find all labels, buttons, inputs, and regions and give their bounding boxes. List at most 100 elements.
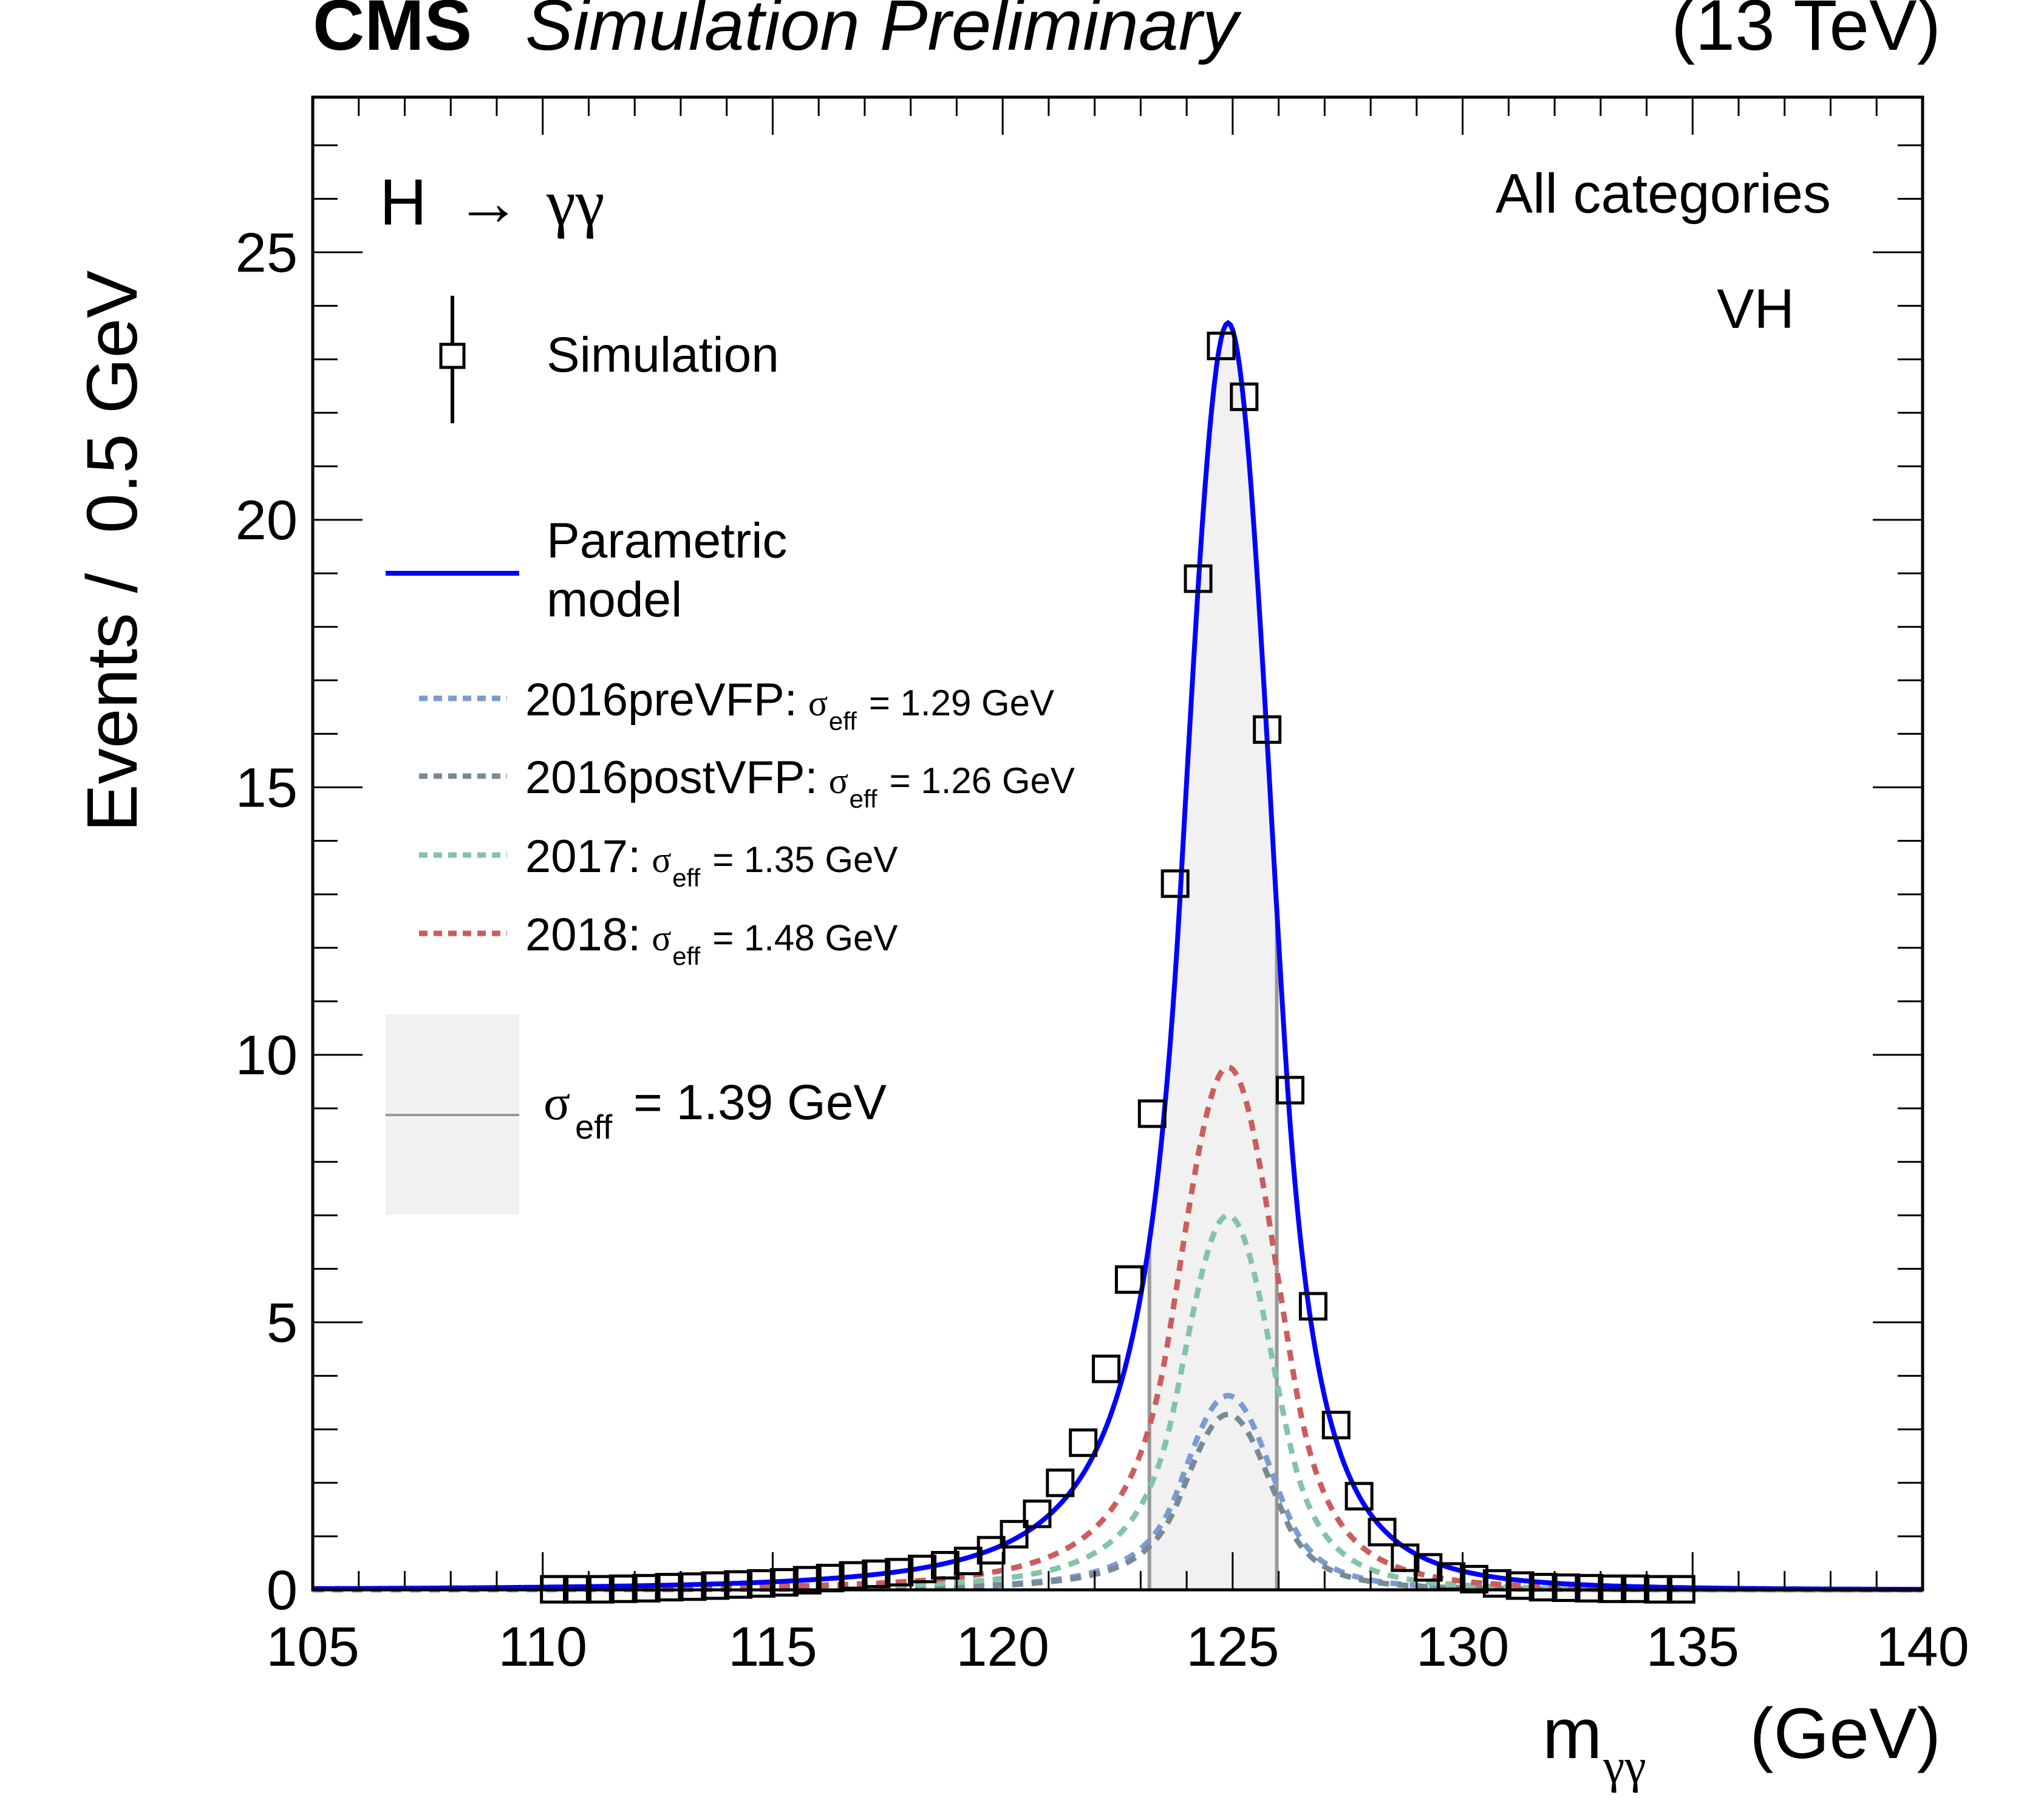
legend-sigma-value: = 1.29 GeV [869, 683, 1054, 723]
process-arrow: → [455, 165, 521, 239]
x-tick-label: 110 [498, 1616, 587, 1678]
axes: 105 110 115 120 125 130 135 140 0 5 10 15 20 25 [236, 97, 1969, 1678]
legend-sigma-sub: eff [829, 707, 857, 735]
legend-sigma-symbol: σ [829, 761, 848, 801]
legend-sigma-value: = 1.48 GeV [712, 918, 898, 958]
x-tick-label: 115 [728, 1616, 817, 1678]
legend-entry-2016postvfp: 2016postVFP: σ eff = 1.26 GeV [419, 752, 1075, 813]
simulation-point [1160, 869, 1190, 898]
experiment-label: CMS [313, 0, 472, 66]
y-axis-title: Events / 0.5 GeV [72, 270, 152, 832]
legend-year-label: 2016preVFP: [525, 674, 797, 726]
simulation-points [540, 332, 1695, 1604]
legend-year-label: 2016postVFP: [525, 752, 818, 803]
simulation-point [1528, 1573, 1558, 1602]
legend-simulation-label: Simulation [547, 327, 779, 383]
legend-sigma-symbol: σ [543, 1075, 570, 1130]
legend-model-label-2: model [547, 572, 682, 627]
sigma-eff-band [1147, 322, 1279, 1590]
simulation-point [1368, 1518, 1397, 1547]
simulation-point [885, 1558, 914, 1587]
legend-sigma-sub: eff [850, 785, 877, 813]
legend-entry-2017: 2017: σ eff = 1.35 GeV [419, 831, 898, 892]
y-tick-label: 0 [267, 1559, 298, 1621]
y-tick-label: 15 [236, 757, 298, 819]
legend-sigma-sub: eff [672, 864, 700, 892]
simulation-point [1253, 715, 1282, 744]
y-tick-label: 20 [236, 489, 298, 551]
energy-label: (13 TeV) [1671, 0, 1941, 66]
curve-2018 [313, 1064, 1923, 1593]
simulation-point [1344, 1482, 1374, 1511]
legend-model-label-1: Parametric [547, 513, 787, 568]
status-label: Simulation Preliminary [525, 0, 1242, 66]
legend-sigma-sub: eff [672, 942, 700, 970]
x-tick-label: 130 [1416, 1616, 1510, 1678]
category-label: All categories [1496, 163, 1831, 225]
simulation-point [1184, 564, 1213, 593]
legend-sigma-value: = 1.35 GeV [712, 839, 898, 880]
simulation-point [1482, 1569, 1511, 1598]
simulation-point [632, 1573, 661, 1603]
curve-parametric-model [313, 319, 1923, 1592]
simulation-point [1000, 1519, 1029, 1549]
simulation-point [1298, 1292, 1327, 1321]
simulation-point [655, 1573, 684, 1602]
simulation-point [1023, 1499, 1052, 1529]
y-tick-label: 10 [236, 1024, 298, 1086]
simulation-point [792, 1566, 822, 1595]
simulation-point [1207, 332, 1236, 361]
simulation-point [1114, 1265, 1143, 1294]
x-axis-title: m γγ (GeV) [1542, 1694, 1941, 1793]
x-tick-label: 140 [1876, 1616, 1969, 1678]
legend-simulation-marker [439, 343, 466, 369]
legend-sigma-symbol: σ [652, 918, 671, 958]
simulation-point [839, 1561, 868, 1590]
simulation-point [724, 1570, 753, 1599]
x-axis-title-sub: γγ [1603, 1740, 1646, 1793]
legend-year-label: 2017: [525, 831, 641, 882]
x-tick-label: 120 [956, 1616, 1049, 1678]
legend-sigma-total: = 1.39 GeV [633, 1075, 887, 1130]
legend-year-label: 2018: [525, 909, 641, 961]
simulation-point [908, 1555, 937, 1584]
process-h: H [380, 165, 427, 239]
simulation-point [678, 1572, 707, 1601]
simulation-point [1069, 1428, 1098, 1457]
x-tick-label: 105 [266, 1616, 359, 1678]
legend-sigma-symbol: σ [652, 840, 671, 880]
legend-sigma-symbol: σ [808, 683, 828, 723]
simulation-point [1552, 1573, 1581, 1602]
simulation-point [1230, 382, 1259, 411]
process-products: γγ [546, 167, 604, 239]
x-axis-title-unit: (GeV) [1750, 1694, 1941, 1774]
simulation-point [1092, 1354, 1121, 1383]
y-tick-label: 5 [267, 1292, 298, 1354]
y-tick-label: 25 [236, 222, 298, 284]
simulation-point [1460, 1564, 1489, 1593]
simulation-point [930, 1550, 959, 1580]
simulation-point [1321, 1411, 1351, 1440]
simulation-point [1391, 1543, 1420, 1572]
legend-sigma-value: = 1.26 GeV [890, 760, 1075, 801]
simulation-point [976, 1536, 1006, 1565]
simulation-point [701, 1571, 730, 1600]
legend-entry-2016prevfp: 2016preVFP: σ eff = 1.29 GeV [419, 674, 1054, 735]
curve-2016prevfp [313, 1392, 1923, 1593]
simulation-point [769, 1568, 799, 1597]
x-tick-label: 135 [1646, 1616, 1740, 1678]
x-axis-title-m: m [1542, 1694, 1602, 1774]
sigma-eff-band-fill [1149, 322, 1277, 1590]
simulation-point [862, 1559, 891, 1589]
x-tick-label: 125 [1186, 1616, 1279, 1678]
plot-frame [311, 95, 1924, 1592]
simulation-point [746, 1569, 775, 1598]
simulation-point [953, 1546, 983, 1575]
production-label: VH [1717, 278, 1794, 340]
legend-sigma-sub: eff [575, 1108, 613, 1146]
simulation-point [1137, 1099, 1167, 1128]
simulation-point [1276, 1075, 1305, 1105]
simulation-point [1575, 1573, 1604, 1603]
